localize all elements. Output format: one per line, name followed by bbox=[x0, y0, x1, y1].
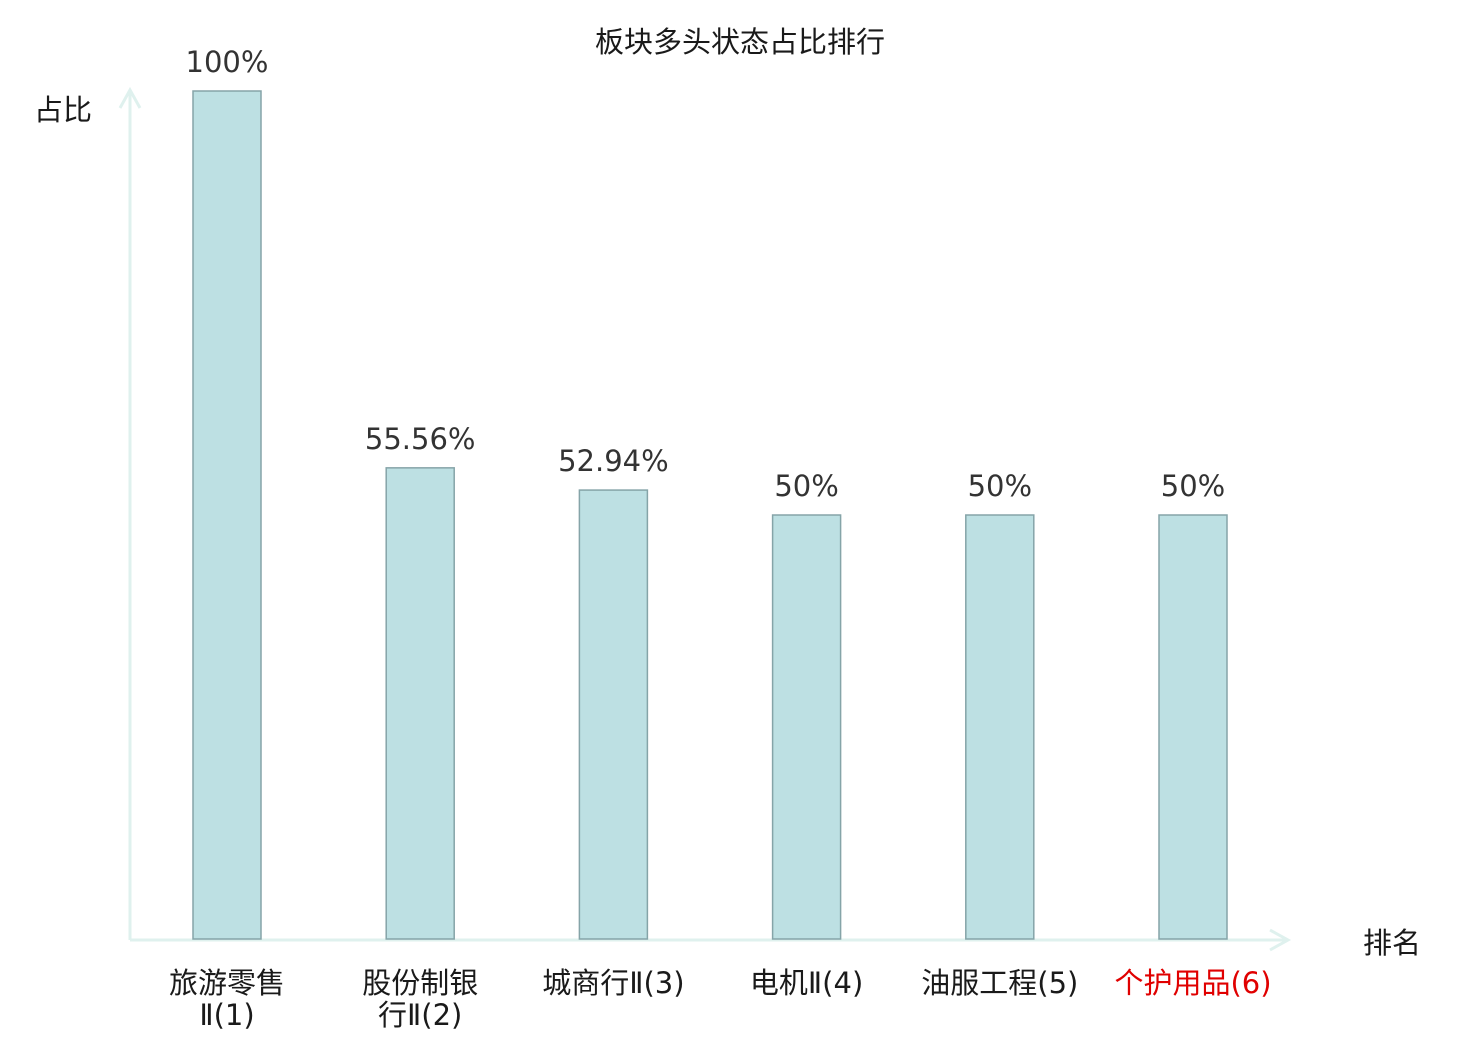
bar-value-label: 52.94% bbox=[558, 444, 669, 478]
bar bbox=[385, 467, 455, 940]
bars bbox=[192, 90, 1228, 940]
bar-value-label: 100% bbox=[186, 45, 269, 79]
bar bbox=[192, 90, 262, 940]
category-label: 电机Ⅱ(4) bbox=[750, 966, 863, 1000]
category-label-line: 城商行Ⅱ(3) bbox=[542, 966, 684, 1000]
category-label: 旅游零售 Ⅱ(1) bbox=[169, 966, 285, 1032]
axes bbox=[118, 86, 1292, 952]
bar bbox=[1158, 514, 1228, 940]
category-label-line: 行Ⅱ(2) bbox=[378, 998, 462, 1032]
category-label-line: 油服工程(5) bbox=[921, 966, 1078, 1000]
chart-title: 板块多头状态占比排行 bbox=[595, 25, 885, 59]
y-axis-arrow bbox=[118, 86, 142, 109]
x-axis-label: 排名 bbox=[1363, 926, 1421, 960]
bar-value-label: 50% bbox=[774, 469, 838, 503]
bar bbox=[965, 514, 1035, 940]
category-label-line: 电机Ⅱ(4) bbox=[750, 966, 863, 1000]
category-label-line: 个护用品(6) bbox=[1114, 966, 1271, 1000]
category-label: 城商行Ⅱ(3) bbox=[542, 966, 684, 1000]
bar-value-label: 50% bbox=[968, 469, 1032, 503]
bar bbox=[578, 489, 649, 940]
category-label: 股份制银行Ⅱ(2) bbox=[362, 966, 478, 1032]
bar-value-label: 55.56% bbox=[365, 422, 476, 456]
value-labels: 100% 55.56% 52.94% 50% 50% 50% bbox=[186, 45, 1226, 503]
category-label: 油服工程(5) bbox=[921, 966, 1078, 1000]
category-label-line: 旅游零售 bbox=[169, 966, 285, 1000]
x-axis-arrow bbox=[1269, 928, 1292, 952]
y-axis-label: 占比 bbox=[34, 93, 92, 127]
category-label: 个护用品(6) bbox=[1114, 966, 1271, 1000]
category-labels: 旅游零售 Ⅱ(1) 股份制银行Ⅱ(2) 城商行Ⅱ(3) 电机Ⅱ(4) 油服工程(5) 个护用… bbox=[169, 966, 1272, 1032]
category-label-line: 股份制银 bbox=[362, 966, 478, 1000]
category-label-line: Ⅱ(1) bbox=[199, 998, 254, 1032]
bar bbox=[771, 514, 842, 940]
bar-value-label: 50% bbox=[1161, 469, 1225, 503]
